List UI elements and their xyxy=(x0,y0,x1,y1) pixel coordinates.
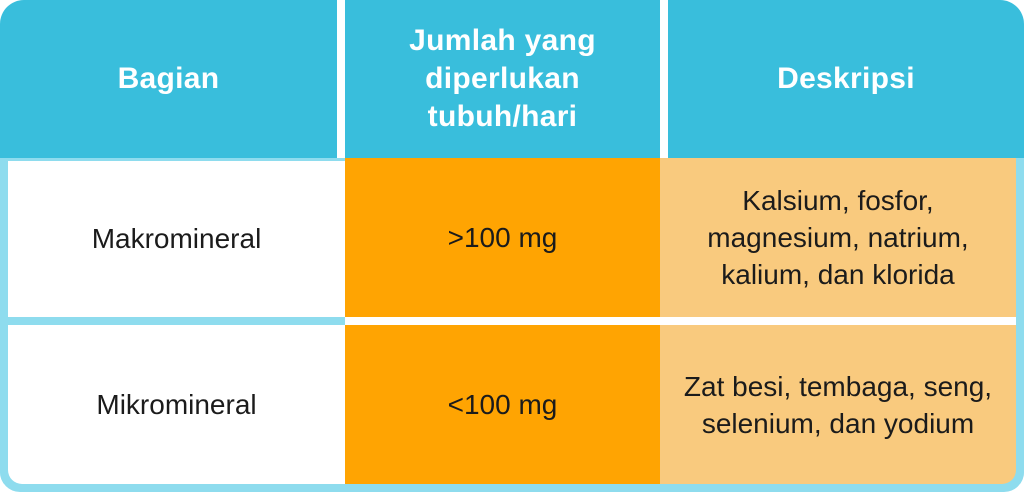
header-cell-deskripsi: Deskripsi xyxy=(668,0,1024,158)
row1-deskripsi-cell: Kalsium, fosfor, magnesium, natrium, kal… xyxy=(660,158,1016,317)
header-cell-bagian: Bagian xyxy=(0,0,337,158)
table-body: Makromineral >100 mg Kalsium, fosfor, ma… xyxy=(0,158,1024,484)
row1-jumlah-cell: >100 mg xyxy=(345,158,660,317)
row2-jumlah-cell: <100 mg xyxy=(345,325,660,484)
table-header-row: Bagian Jumlah yang diperlukan tubuh/hari… xyxy=(0,0,1024,158)
row-divider-col2 xyxy=(345,317,660,325)
row1-bagian-cell: Makromineral xyxy=(8,158,345,317)
row-divider-col3 xyxy=(660,317,1016,325)
row2-deskripsi-cell: Zat besi, tembaga, seng, selenium, dan y… xyxy=(660,325,1016,484)
row2-bagian-cell: Mikromineral xyxy=(8,325,345,484)
row-divider-col1 xyxy=(8,317,345,325)
header-cell-jumlah: Jumlah yang diperlukan tubuh/hari xyxy=(345,0,660,158)
